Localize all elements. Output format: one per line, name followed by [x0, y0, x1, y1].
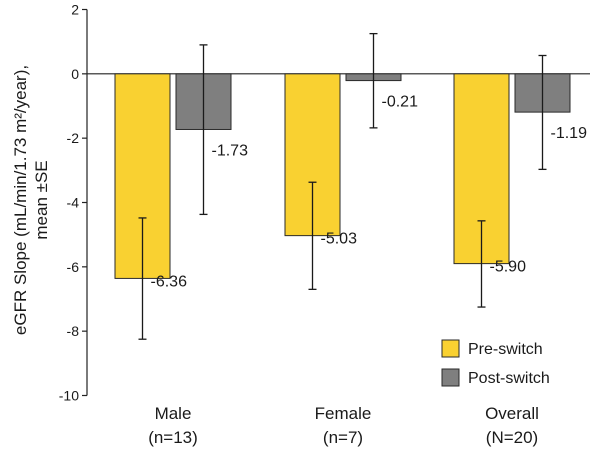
- x-category-label: Female: [315, 404, 372, 423]
- y-tick-label: 0: [71, 66, 79, 82]
- x-category-label: Male: [155, 404, 192, 423]
- y-tick-label: -6: [67, 259, 80, 275]
- x-category-sample-size: (n=13): [148, 428, 198, 447]
- data-label: -1.19: [551, 125, 588, 142]
- labels-layer: -6.36 -5.03 -5.90 -1.73 -0.21 -1.19 Male (n=13)…: [148, 94, 587, 447]
- data-label: -1.73: [212, 142, 249, 159]
- legend-swatch-pre-switch: [441, 339, 460, 358]
- legend-label-post-switch: Post-switch: [468, 370, 550, 387]
- y-axis-title-line1: eGFR Slope (mL/min/1.73 m²/year),: [11, 65, 30, 335]
- data-label: -5.90: [490, 259, 527, 276]
- y-tick-label: -4: [67, 195, 80, 211]
- x-category-sample-size: (n=7): [323, 428, 363, 447]
- legend-label-pre-switch: Pre-switch: [468, 341, 543, 358]
- bars-layer: [114, 32, 571, 340]
- x-category-sample-size: (N=20): [486, 428, 538, 447]
- data-label: -0.21: [382, 94, 419, 111]
- legend: Pre-switch Post-switch: [441, 339, 550, 387]
- y-tick-label: -8: [67, 323, 80, 339]
- y-axis-title: eGFR Slope (mL/min/1.73 m²/year), mean ±…: [11, 65, 51, 335]
- y-axis-title-line2: mean ±SE: [32, 160, 51, 239]
- y-tick-label: -2: [67, 130, 80, 146]
- y-tick-label: -10: [59, 388, 79, 404]
- legend-swatch-post-switch: [441, 368, 460, 387]
- y-tick-label: 2: [71, 2, 79, 18]
- data-label: -6.36: [151, 273, 188, 290]
- data-label: -5.03: [321, 231, 358, 248]
- x-category-label: Overall: [485, 404, 539, 423]
